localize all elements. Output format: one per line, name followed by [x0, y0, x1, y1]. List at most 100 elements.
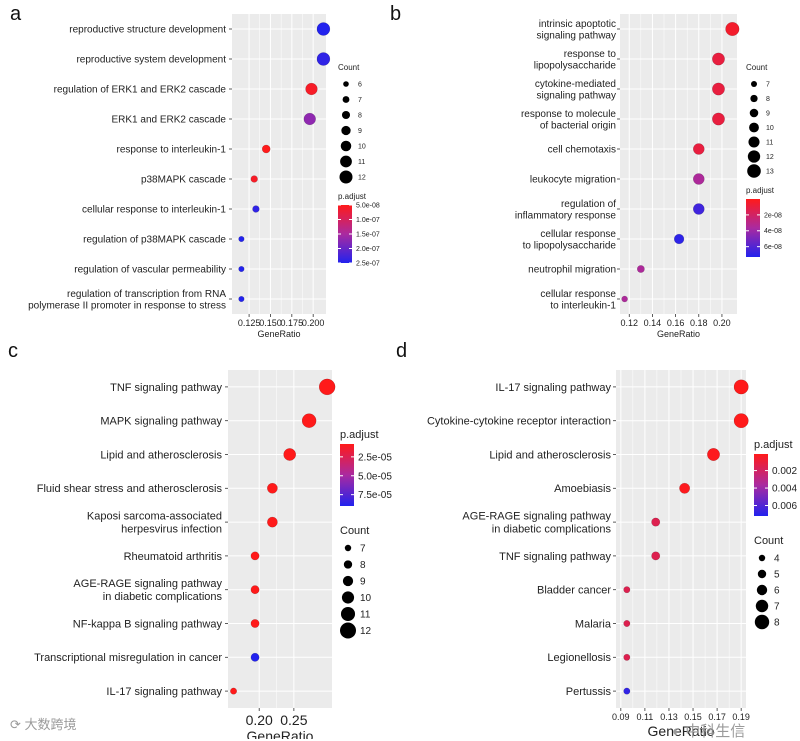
x-tick-label: 0.200 — [302, 318, 325, 328]
data-point — [712, 112, 725, 126]
category-label-line: lipopolysaccharide — [534, 60, 617, 71]
data-point — [621, 295, 628, 303]
size-legend-title: Count — [338, 63, 360, 72]
color-legend-bar — [340, 444, 354, 506]
watermark-right: ◐ 中科生信 — [672, 720, 745, 741]
category-label-line: Kaposi sarcoma-associated — [87, 511, 222, 523]
category-label-line: response to interleukin-1 — [116, 145, 226, 156]
x-tick-label: 0.11 — [636, 712, 653, 722]
color-legend-label: 1.0e-07 — [356, 217, 380, 224]
size-legend-title: Count — [754, 535, 783, 547]
category-label: Lipid and atherosclerosis — [489, 449, 611, 461]
size-legend-dot — [750, 94, 758, 103]
data-point — [316, 22, 331, 36]
category-label: Amoebiasis — [554, 483, 611, 495]
category-label-line: polymerase II promoter in response to st… — [28, 300, 226, 311]
category-label-line: AGE-RAGE signaling pathway — [73, 578, 222, 590]
category-label-line: IL-17 signaling pathway — [495, 382, 611, 394]
category-label-line: Bladder cancer — [537, 585, 611, 597]
category-label: response to molecule of bacterial origin — [521, 109, 616, 132]
category-label-line: ERK1 and ERK2 cascade — [111, 115, 226, 126]
size-legend-dot — [340, 140, 352, 152]
size-legend-label: 9 — [766, 110, 770, 117]
panel-b: b intrinsic apoptotic signaling pathwayres… — [390, 3, 782, 339]
category-label: IL-17 signaling pathway — [495, 382, 611, 394]
data-point — [679, 482, 691, 494]
data-point — [707, 448, 720, 461]
category-label-line: regulation of ERK1 and ERK2 cascade — [54, 85, 227, 96]
category-label-line: response to — [564, 49, 617, 60]
data-point — [303, 112, 316, 126]
watermark-left-text: 大数跨境 — [24, 717, 77, 732]
category-label: TNF signaling pathway — [110, 382, 222, 394]
size-legend-dot — [341, 125, 351, 136]
category-label-line: Amoebiasis — [554, 483, 611, 495]
category-label-line: neutrophil migration — [528, 265, 616, 276]
size-legend-dot — [755, 599, 769, 613]
category-label-line: p38MAPK cascade — [141, 175, 226, 186]
category-label-line: Fluid shear stress and atherosclerosis — [37, 483, 223, 495]
category-label-line: Rheumatoid arthritis — [124, 551, 223, 563]
category-label: Transcriptional misregulation in cancer — [34, 652, 222, 664]
category-label-line: cell chemotaxis — [548, 145, 616, 156]
category-label-line: TNF signaling pathway — [499, 551, 611, 563]
category-label-line: Lipid and atherosclerosis — [489, 449, 611, 461]
size-legend-dot — [342, 96, 350, 103]
category-label-line: regulation of transcription from RNA — [67, 289, 226, 300]
category-label-line: Cytokine-cytokine receptor interaction — [427, 416, 611, 428]
category-label: response to interleukin-1 — [116, 145, 226, 156]
category-label-line: Pertussis — [566, 686, 612, 698]
category-label: regulation of transcription from RNA poly… — [28, 289, 226, 312]
data-point — [261, 144, 271, 154]
size-legend-dot — [340, 606, 356, 622]
category-label: AGE-RAGE signaling pathway in diabetic co… — [462, 511, 611, 536]
size-legend-dot — [339, 170, 353, 184]
category-label: NF-kappa B signaling pathway — [73, 618, 223, 630]
size-legend-dot — [754, 614, 770, 630]
category-label: Legionellosis — [547, 652, 611, 664]
category-label-line: of bacterial origin — [540, 120, 616, 131]
category-label-line: MAPK signaling pathway — [100, 416, 222, 428]
category-label-line: signaling pathway — [537, 90, 617, 101]
x-axis-title: GeneRatio — [247, 728, 314, 739]
color-legend-title: p.adjust — [338, 192, 367, 201]
size-legend-label: 11 — [358, 159, 365, 166]
size-legend-label: 4 — [774, 554, 780, 565]
size-legend-label: 8 — [766, 96, 770, 103]
size-legend-label: 10 — [360, 593, 372, 604]
color-legend-label: 7.5e-05 — [358, 490, 392, 501]
category-label-line: reproductive structure development — [69, 25, 226, 36]
category-label: cell chemotaxis — [548, 145, 616, 156]
category-label: response to lipopolysaccharide — [534, 49, 617, 72]
color-legend-label: 2.5e-05 — [358, 452, 392, 463]
data-point — [238, 295, 245, 303]
data-point — [318, 378, 336, 396]
category-label-line: TNF signaling pathway — [110, 382, 222, 394]
panel-label-a: a — [10, 3, 22, 25]
panel-label-d: d — [396, 340, 407, 362]
category-label: regulation of vascular permeability — [74, 265, 226, 276]
watermark-right-icon: ◐ — [672, 723, 682, 740]
x-tick-label: 0.125 — [238, 318, 261, 328]
x-tick-label: 0.25 — [280, 712, 307, 728]
category-label-line: regulation of — [561, 199, 616, 210]
color-legend-label: 0.004 — [772, 484, 797, 495]
size-legend-label: 9 — [358, 128, 362, 135]
category-label: MAPK signaling pathway — [100, 416, 222, 428]
x-axis-title: GeneRatio — [657, 329, 700, 339]
size-legend-dot — [343, 560, 353, 569]
size-legend-dot — [749, 122, 759, 133]
color-legend-bar — [746, 199, 760, 257]
panel-c: c TNF signaling pathway MAPK signaling pat… — [8, 340, 392, 739]
category-label-line: signaling pathway — [537, 30, 617, 41]
category-label: cytokine-mediated signaling pathway — [535, 79, 616, 102]
data-point — [636, 265, 645, 273]
data-point — [238, 235, 245, 243]
category-label: cellular response to interleukin-1 — [82, 205, 226, 216]
category-label-line: inflammatory response — [515, 210, 617, 221]
data-point — [692, 203, 705, 215]
size-legend-title: Count — [746, 63, 768, 72]
x-tick-label: 0.14 — [644, 318, 662, 328]
x-tick-label: 0.09 — [612, 712, 630, 722]
category-label: AGE-RAGE signaling pathway in diabetic co… — [73, 578, 222, 603]
